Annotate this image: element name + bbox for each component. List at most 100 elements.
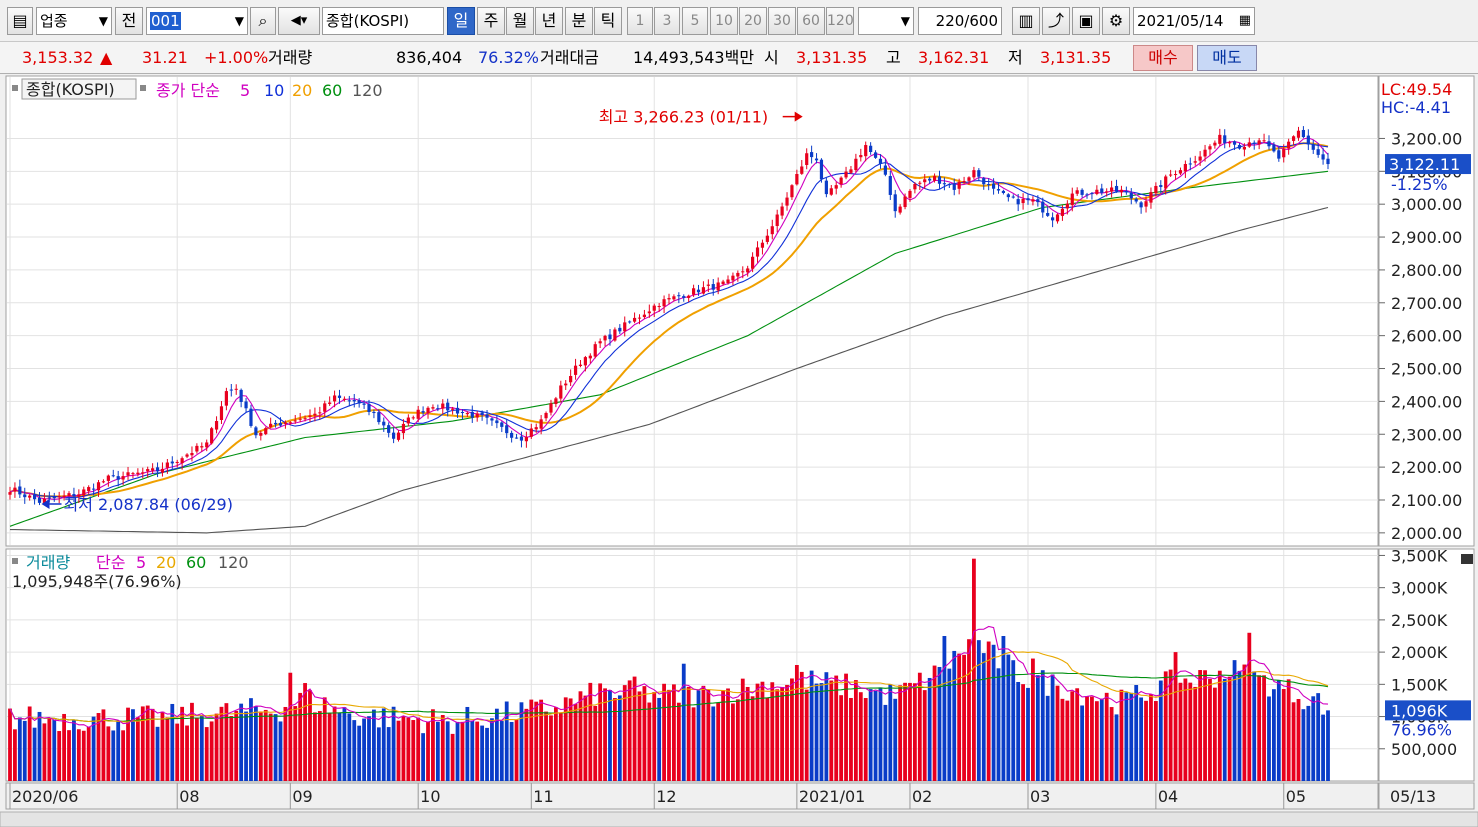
volume-bar xyxy=(972,558,976,781)
period-tab[interactable]: 월 xyxy=(506,7,534,35)
line-tool-icon[interactable]: ⤴ xyxy=(1042,7,1070,35)
period-tab[interactable]: 분 xyxy=(565,7,593,35)
speaker-icon[interactable]: ◀▾ xyxy=(278,7,320,35)
minute-option[interactable]: 20 xyxy=(739,7,767,35)
candle-body xyxy=(1316,149,1320,155)
period-tab[interactable]: 틱 xyxy=(594,7,622,35)
volume-bar xyxy=(1153,701,1158,781)
candle-body xyxy=(578,364,583,366)
ma60-line xyxy=(9,170,1329,527)
minute-option[interactable]: 120 xyxy=(826,7,854,35)
current-volume-box xyxy=(1385,700,1471,721)
minute-option[interactable]: 30 xyxy=(768,7,796,35)
minute-option[interactable]: 10 xyxy=(710,7,738,35)
count-field[interactable]: 220/600 xyxy=(918,7,1002,35)
candle-body xyxy=(878,158,883,164)
panel-layout-icon[interactable]: ▤ xyxy=(7,7,33,35)
volume-bar xyxy=(475,721,480,781)
volume-bar xyxy=(558,713,563,781)
candle-body xyxy=(514,437,519,439)
volume-bar xyxy=(617,695,622,781)
candle-body xyxy=(947,184,951,186)
candle-body xyxy=(1178,170,1183,174)
minute-option[interactable]: 1 xyxy=(627,7,653,35)
candle-body xyxy=(1262,140,1266,142)
date-last-label: 05/13 xyxy=(1390,787,1436,806)
date-field[interactable]: 2021/05/14 ▦ xyxy=(1133,7,1255,35)
prev-button[interactable]: 전 xyxy=(115,7,143,35)
blank-select[interactable]: ▼ xyxy=(858,7,914,35)
volume-bar xyxy=(632,676,637,781)
candle-type-icon[interactable]: ▥ xyxy=(1012,7,1040,35)
candle-body xyxy=(677,295,681,297)
volume-tick-label: 2,500K xyxy=(1391,611,1448,630)
date-axis-corner xyxy=(1378,782,1475,810)
gear-icon[interactable]: ⚙ xyxy=(1102,7,1130,35)
candle-body xyxy=(928,178,932,181)
close-pane-icon[interactable] xyxy=(1461,554,1473,564)
high-annotation: 최고 3,266.23 (01/11) xyxy=(599,108,768,127)
volume-tick-label: 3,000K xyxy=(1391,579,1448,598)
minute-option[interactable]: 5 xyxy=(682,7,708,35)
volume-bar xyxy=(1119,689,1124,781)
candle-body xyxy=(662,299,666,307)
candle-body xyxy=(1114,185,1119,192)
volume-bar xyxy=(1198,670,1203,781)
sell-button[interactable]: 매도 xyxy=(1197,45,1257,71)
volume-bar xyxy=(790,678,794,781)
horizontal-scrollbar[interactable] xyxy=(0,811,1478,827)
price-legend-period: 5 xyxy=(240,81,250,100)
candle-body xyxy=(229,389,233,391)
candle-body xyxy=(711,284,715,290)
low-label: 저 xyxy=(1008,48,1023,67)
period-tab[interactable]: 주 xyxy=(477,7,505,35)
volume-bar xyxy=(490,718,494,781)
chevron-down-icon: ▼ xyxy=(900,14,910,28)
period-tab[interactable]: 년 xyxy=(535,7,563,35)
volume-bar xyxy=(244,711,248,781)
price-volume-chart[interactable]: 3,200.003,100.003,000.002,900.002,800.00… xyxy=(0,75,1478,827)
candle-body xyxy=(687,295,691,298)
volume-bar xyxy=(1237,670,1242,781)
candle-body xyxy=(780,206,784,216)
volume-bar xyxy=(613,698,617,781)
market-select[interactable]: 업종 ▼ xyxy=(36,7,112,35)
volume-bar xyxy=(465,706,470,781)
volume-bar xyxy=(283,706,288,781)
candle-body xyxy=(554,398,558,405)
volume-bar xyxy=(22,720,27,781)
volume-info: 1,095,948주(76.96%) xyxy=(12,572,182,591)
volume-bar xyxy=(1227,676,1232,781)
candle-body xyxy=(898,206,902,213)
volume-bar xyxy=(401,715,406,781)
price-tick-label: 2,300.00 xyxy=(1391,425,1462,444)
chevron-down-icon: ▼ xyxy=(234,14,244,28)
candle-body xyxy=(1164,176,1168,189)
search-icon[interactable]: ⌕ xyxy=(250,7,276,35)
volume-bar xyxy=(298,692,303,781)
volume-bar xyxy=(1291,702,1296,781)
save-icon[interactable]: ▣ xyxy=(1072,7,1100,35)
candle-body xyxy=(795,173,799,185)
volume-bar xyxy=(293,706,298,781)
volume-bar xyxy=(608,690,612,781)
candle-body xyxy=(1050,217,1055,221)
volume-bar xyxy=(1193,686,1198,781)
buy-button[interactable]: 매수 xyxy=(1133,45,1193,71)
candle-body xyxy=(155,467,160,472)
date-tick-label: 12 xyxy=(656,787,676,806)
volume-bar xyxy=(1326,710,1330,781)
candle-body xyxy=(495,420,499,424)
period-tab[interactable]: 일 xyxy=(447,7,475,35)
volume-pct: 76.32% xyxy=(478,48,540,67)
candle-body xyxy=(323,403,327,412)
candle-body xyxy=(716,282,720,291)
open-value: 3,131.35 xyxy=(796,48,868,67)
code-input[interactable]: 001 ▼ xyxy=(146,7,248,35)
candle-body xyxy=(254,427,258,436)
date-tick-label: 03 xyxy=(1030,787,1050,806)
candle-body xyxy=(1223,135,1227,144)
minute-option[interactable]: 60 xyxy=(797,7,825,35)
minute-option[interactable]: 3 xyxy=(654,7,680,35)
candle-body xyxy=(342,398,347,400)
